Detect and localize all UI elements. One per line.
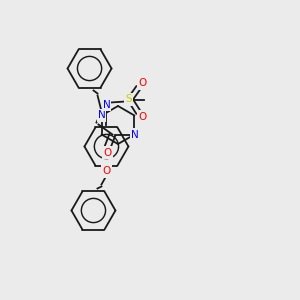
Text: S: S: [125, 94, 132, 104]
Text: O: O: [138, 79, 147, 88]
Text: O: O: [103, 148, 112, 158]
Text: O: O: [102, 167, 111, 176]
Text: N: N: [103, 100, 110, 110]
Text: N: N: [130, 130, 138, 140]
Text: N: N: [98, 110, 105, 121]
Text: O: O: [138, 112, 147, 122]
